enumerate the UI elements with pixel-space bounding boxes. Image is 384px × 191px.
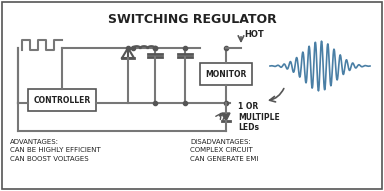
- Text: DISADVANTAGES:
COMPLEX CIRCUIT
CAN GENERATE EMI: DISADVANTAGES: COMPLEX CIRCUIT CAN GENER…: [190, 139, 258, 162]
- Polygon shape: [222, 113, 230, 121]
- FancyBboxPatch shape: [200, 63, 252, 85]
- Text: CONTROLLER: CONTROLLER: [33, 96, 91, 104]
- Text: HOT: HOT: [244, 29, 264, 39]
- Text: 1 OR
MULTIPLE
LEDs: 1 OR MULTIPLE LEDs: [238, 102, 280, 132]
- Text: SWITCHING REGULATOR: SWITCHING REGULATOR: [108, 13, 276, 26]
- Text: MONITOR: MONITOR: [205, 70, 247, 79]
- FancyBboxPatch shape: [28, 89, 96, 111]
- Text: ADVANTAGES:
CAN BE HIGHLY EFFICIENT
CAN BOOST VOLTAGES: ADVANTAGES: CAN BE HIGHLY EFFICIENT CAN …: [10, 139, 101, 162]
